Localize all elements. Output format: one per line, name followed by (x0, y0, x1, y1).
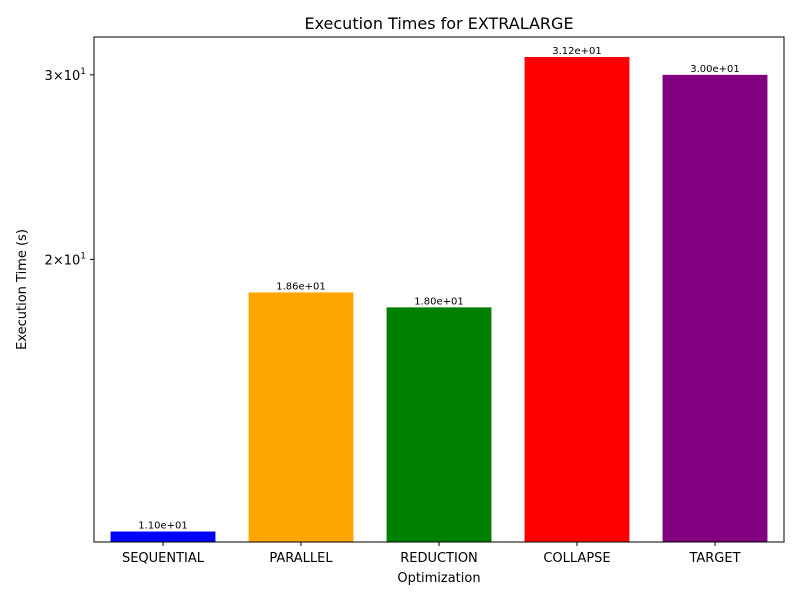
x-tick-label-reduction: REDUCTION (400, 551, 478, 566)
y-tick-base: 10 (64, 253, 81, 268)
y-tick-exponent: 1 (80, 67, 86, 77)
data-label-parallel: 1.86e+01 (276, 281, 326, 292)
data-label-target: 3.00e+01 (690, 64, 740, 75)
data-labels-group: 1.10e+01 1.86e+01 1.80e+01 3.12e+01 3.00e+01 (138, 46, 740, 532)
y-tick-base: 10 (64, 69, 81, 84)
y-tick-exponent: 1 (80, 251, 86, 261)
x-axis-ticks: SEQUENTIAL PARALLEL REDUCTION COLLAPSE TARGE… (122, 542, 741, 566)
y-tick-mantissa: 3 (45, 69, 53, 84)
x-tick-label-collapse: COLLAPSE (543, 551, 610, 566)
y-tick-label: 3×101 (45, 67, 86, 84)
chart-title: Execution Times for EXTRALARGE (304, 14, 573, 33)
data-label-collapse: 3.12e+01 (552, 46, 602, 57)
data-label-sequential: 1.10e+01 (138, 521, 188, 532)
bars-group (110, 56, 768, 543)
bar-reduction (386, 307, 492, 542)
bar-collapse (524, 56, 630, 543)
x-axis-label: Optimization (397, 571, 480, 586)
y-tick-mantissa: 2 (45, 253, 53, 268)
bar-sequential (110, 531, 216, 542)
bar-parallel (248, 292, 354, 542)
data-label-reduction: 1.80e+01 (414, 296, 464, 307)
x-tick-label-parallel: PARALLEL (269, 551, 333, 566)
bar-target (662, 74, 768, 542)
y-axis-label: Execution Time (s) (15, 229, 30, 350)
x-tick-label-sequential: SEQUENTIAL (122, 551, 205, 566)
times-sign: × (53, 69, 64, 84)
times-sign: × (53, 253, 64, 268)
x-tick-label-target: TARGET (688, 551, 740, 566)
y-tick-label: 2×101 (45, 251, 86, 268)
